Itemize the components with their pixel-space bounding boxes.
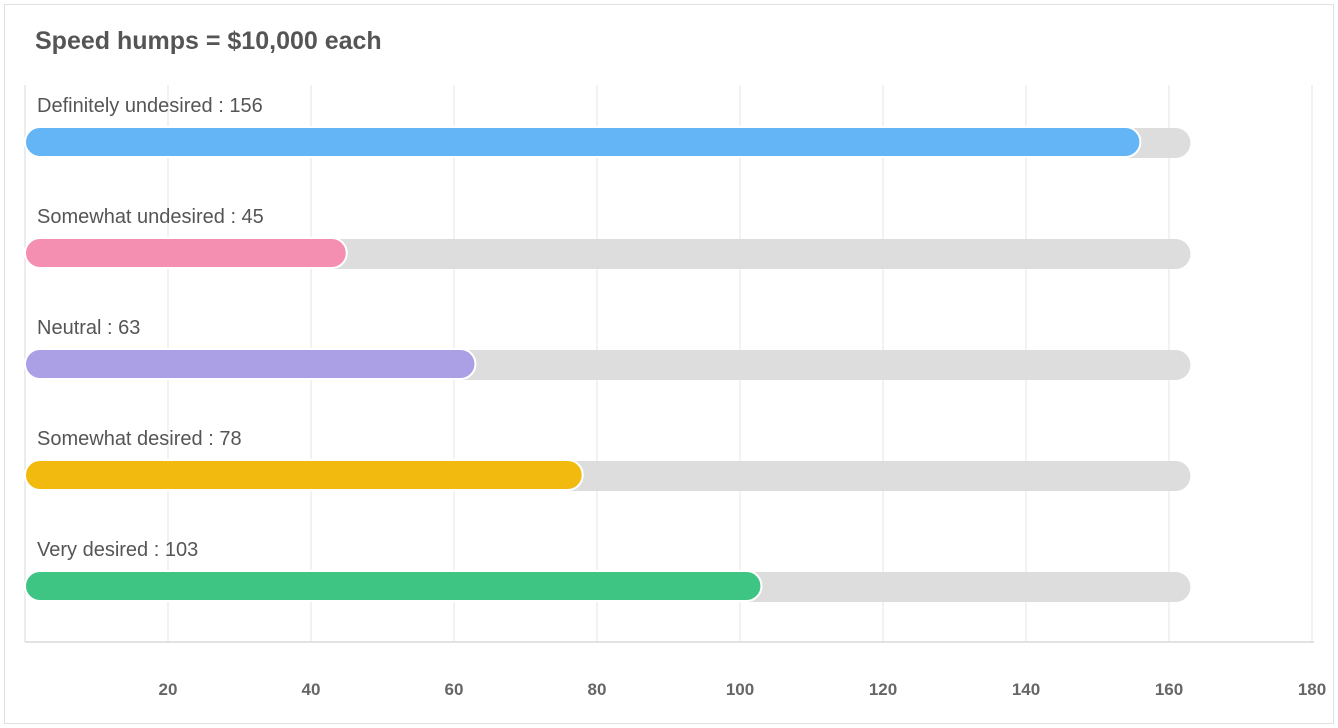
x-tick-label: 160 <box>1155 680 1183 699</box>
bar <box>24 570 763 602</box>
x-tick-label: 140 <box>1012 680 1040 699</box>
bar <box>24 126 1142 158</box>
bar-label: Somewhat undesired : 45 <box>37 206 264 228</box>
x-tick-label: 120 <box>869 680 897 699</box>
x-tick-label: 100 <box>726 680 754 699</box>
bar <box>24 237 348 269</box>
bar <box>24 348 477 380</box>
bar-label: Neutral : 63 <box>37 317 140 339</box>
bars <box>24 126 1142 602</box>
x-axis-ticks: 20 40 60 80 100 120 140 160 180 <box>159 680 1327 699</box>
bar-label: Definitely undesired : 156 <box>37 95 263 117</box>
chart-title: Speed humps = $10,000 each <box>35 27 382 55</box>
x-tick-label: 80 <box>588 680 607 699</box>
x-tick-label: 60 <box>445 680 464 699</box>
x-tick-label: 20 <box>159 680 178 699</box>
x-tick-label: 180 <box>1298 680 1326 699</box>
bar-label: Somewhat desired : 78 <box>37 428 242 450</box>
x-tick-label: 40 <box>302 680 321 699</box>
bar-label: Very desired : 103 <box>37 539 198 561</box>
bar <box>24 459 584 491</box>
category-labels: Definitely undesired : 156 Somewhat undes… <box>37 95 264 561</box>
